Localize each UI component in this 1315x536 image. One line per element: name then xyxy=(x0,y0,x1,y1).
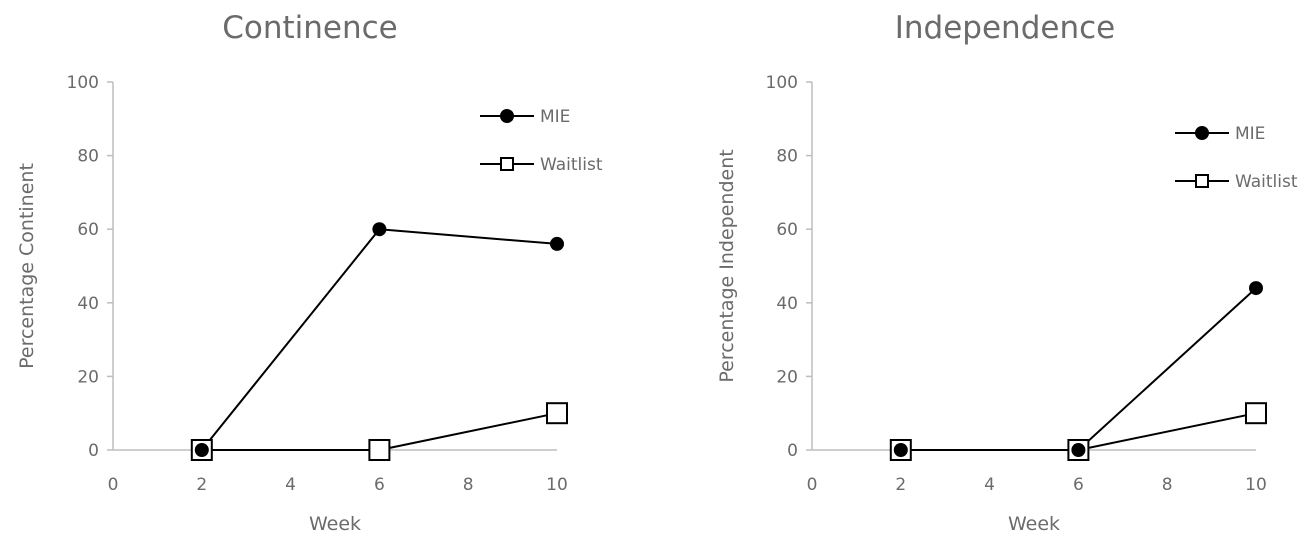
x-tick-label: 10 xyxy=(1245,475,1267,495)
x-tick-label: 10 xyxy=(546,475,568,495)
data-point-mie xyxy=(194,443,209,457)
y-tick-label: 20 xyxy=(77,367,99,387)
x-axis-title: Week xyxy=(309,513,361,535)
x-tick-label: 2 xyxy=(196,475,207,495)
x-tick-label: 4 xyxy=(285,475,296,495)
legend-label: MIE xyxy=(1235,124,1265,144)
y-tick-label: 20 xyxy=(776,367,798,387)
data-point-mie xyxy=(1071,443,1086,457)
data-point-mie xyxy=(893,443,908,457)
legend-marker xyxy=(1195,174,1209,188)
y-tick-label: 60 xyxy=(77,220,99,240)
x-axis-title: Week xyxy=(1008,513,1060,535)
x-tick-label: 2 xyxy=(895,475,906,495)
series-line-mie xyxy=(201,228,558,451)
x-tick-label: 6 xyxy=(1073,475,1084,495)
x-tick-label: 6 xyxy=(374,475,385,495)
y-tick-label: 0 xyxy=(787,441,798,461)
chart-title: Continence xyxy=(222,10,398,46)
y-tick-label: 40 xyxy=(77,294,99,314)
independence-chart: Independence Week Percentage Independent… xyxy=(716,10,1298,535)
y-tick-label: 80 xyxy=(77,147,99,167)
x-tick-label: 0 xyxy=(108,475,119,495)
data-point-waitlist xyxy=(1245,402,1267,425)
x-tick-label: 4 xyxy=(984,475,995,495)
y-axis-title: Percentage Continent xyxy=(16,163,38,369)
legend-marker xyxy=(500,157,514,171)
y-tick-label: 100 xyxy=(766,73,798,93)
chart-title: Independence xyxy=(895,10,1115,46)
legend-marker xyxy=(1195,126,1209,140)
y-axis-title: Percentage Independent xyxy=(716,149,738,382)
data-point-waitlist xyxy=(368,439,391,461)
legend-label: Waitlist xyxy=(540,155,603,175)
legend-label: MIE xyxy=(540,107,570,127)
continence-chart: Continence Week Percentage Continent 020… xyxy=(16,10,603,535)
x-tick-label: 8 xyxy=(463,475,474,495)
x-tick-label: 0 xyxy=(807,475,818,495)
y-tick-label: 100 xyxy=(67,73,99,93)
y-tick-label: 40 xyxy=(776,294,798,314)
y-tick-label: 60 xyxy=(776,220,798,240)
legend-label: Waitlist xyxy=(1235,172,1298,192)
y-tick-label: 0 xyxy=(88,441,99,461)
series-line-mie xyxy=(900,287,1257,451)
y-tick-label: 80 xyxy=(776,147,798,167)
data-point-waitlist xyxy=(546,402,568,425)
data-point-mie xyxy=(372,222,387,237)
data-point-mie xyxy=(1249,281,1263,296)
data-point-mie xyxy=(550,236,564,251)
legend-marker xyxy=(500,109,514,123)
x-tick-label: 8 xyxy=(1162,475,1173,495)
